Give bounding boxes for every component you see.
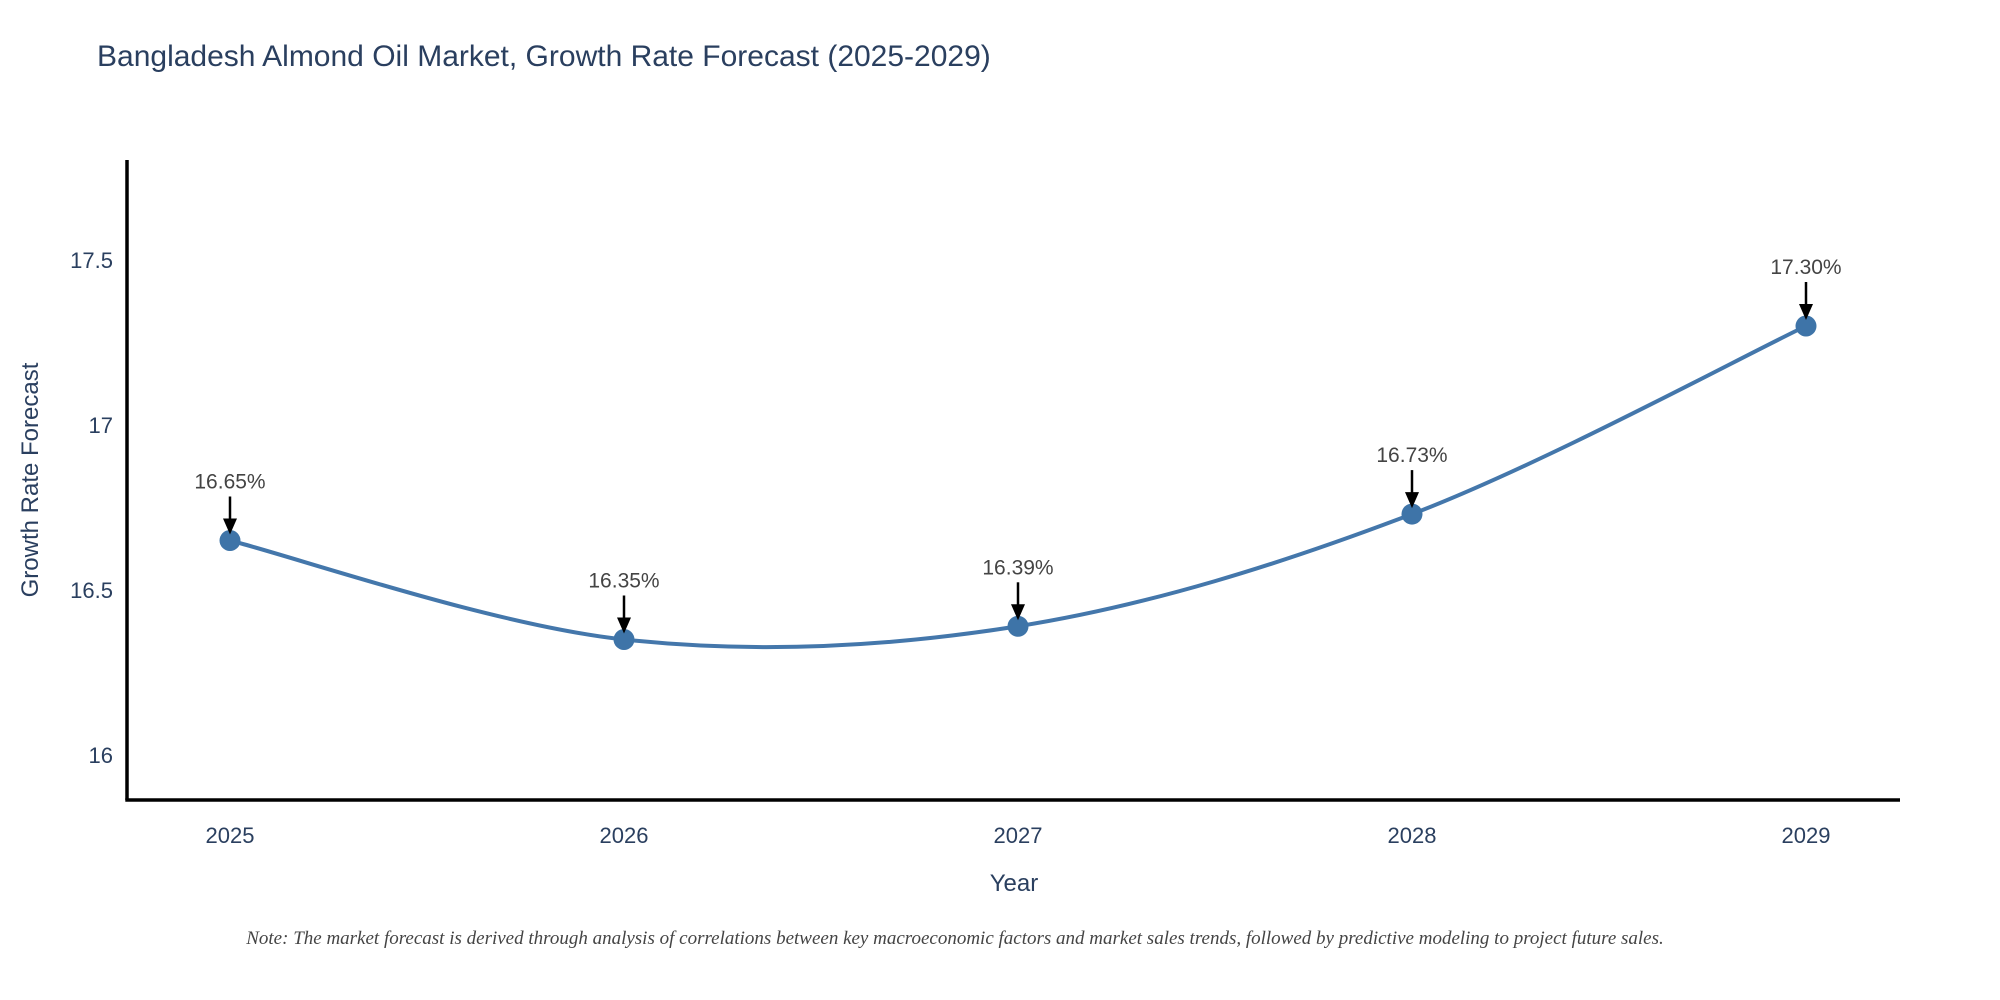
data-point-label: 17.30% [1770, 256, 1841, 279]
x-tick-label: 2025 [206, 823, 255, 848]
x-tick-label: 2029 [1782, 823, 1831, 848]
y-tick-label: 17 [89, 413, 113, 438]
y-axis-title: Growth Rate Forecast [17, 362, 44, 597]
annotation-arrow-head [1799, 304, 1813, 320]
data-point-label: 16.65% [194, 471, 265, 494]
annotation-arrow-head [617, 617, 631, 634]
y-tick-label: 16.5 [70, 578, 113, 603]
x-tick-label: 2027 [994, 823, 1043, 848]
x-axis-ticks: 2025 2026 2027 2028 2029 [206, 823, 1831, 848]
chart-title: Bangladesh Almond Oil Market, Growth Rat… [97, 40, 991, 73]
data-point-marker [613, 629, 635, 650]
annotation-arrow-head [1405, 492, 1419, 509]
series-plot [219, 315, 1817, 650]
data-point-label: 16.35% [588, 570, 659, 593]
data-point-marker [1795, 315, 1817, 337]
y-tick-label: 17.5 [70, 248, 113, 273]
data-point-marker [1401, 503, 1423, 525]
footnote: Note: The market forecast is derived thr… [245, 928, 1664, 949]
data-point-label: 16.73% [1376, 444, 1447, 467]
x-tick-label: 2028 [1388, 823, 1437, 848]
data-point-label: 16.39% [982, 556, 1053, 579]
data-point-marker [1007, 615, 1029, 637]
y-tick-label: 16 [89, 743, 113, 768]
y-axis-ticks: 16 16.5 17 17.5 [70, 248, 113, 768]
annotation-arrow-head [1011, 604, 1025, 621]
x-axis-title: Year [990, 870, 1039, 897]
annotation-arrow-head [223, 518, 237, 535]
data-point-marker [219, 530, 241, 551]
x-tick-label: 2026 [600, 823, 649, 848]
point-annotations: 16.65% 16.35% 16.39% 16.73% 17.30% [194, 256, 1842, 634]
